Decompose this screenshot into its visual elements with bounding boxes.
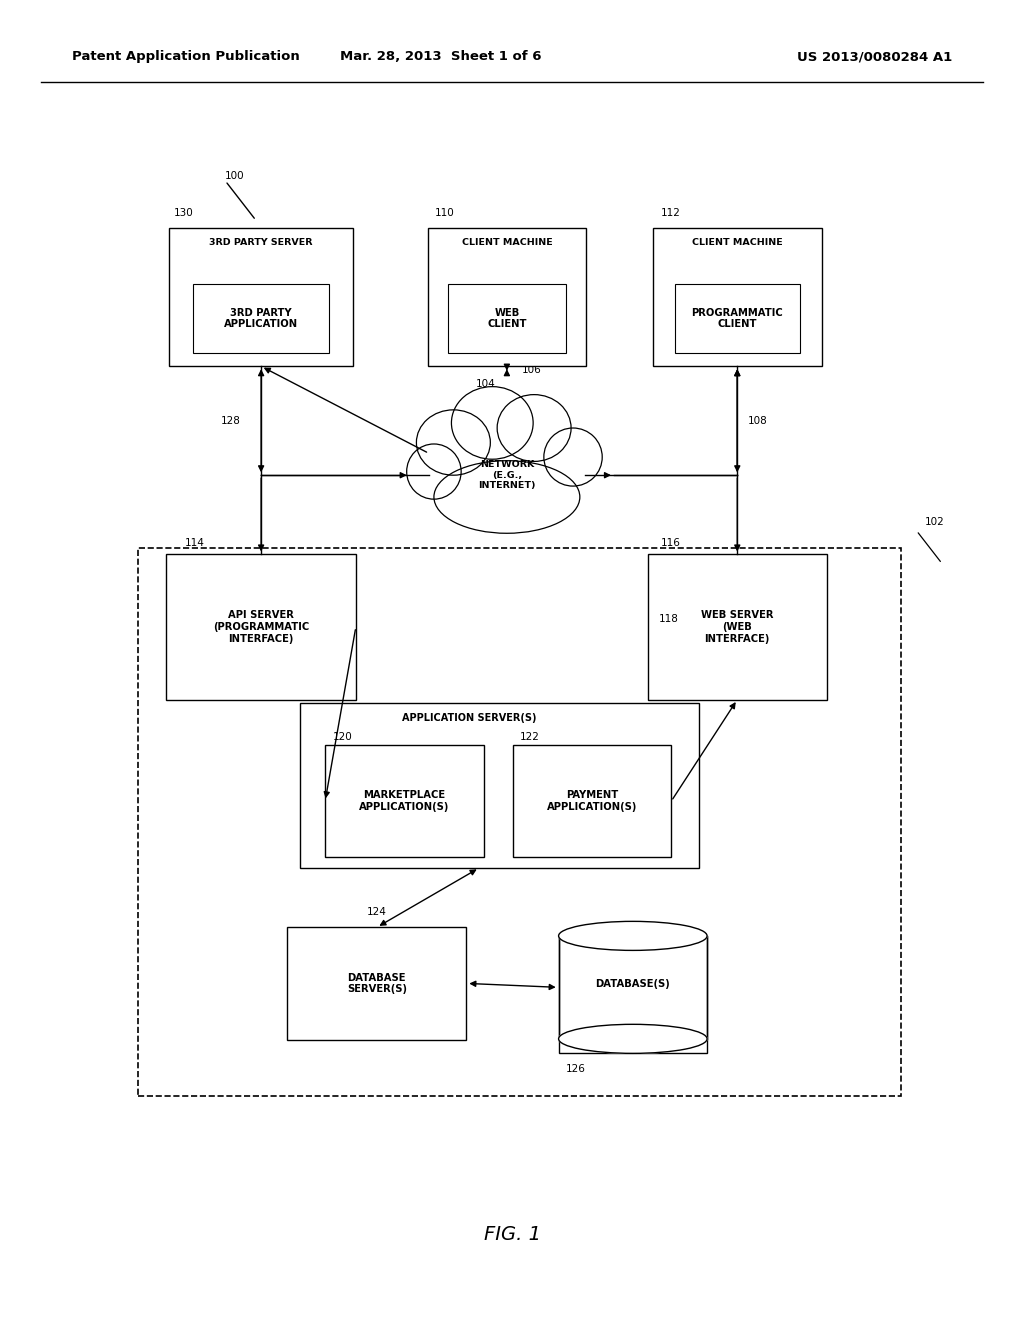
Text: 3RD PARTY
APPLICATION: 3RD PARTY APPLICATION bbox=[224, 308, 298, 329]
Text: 122: 122 bbox=[520, 731, 540, 742]
Text: 128: 128 bbox=[221, 416, 241, 426]
Text: 3RD PARTY SERVER: 3RD PARTY SERVER bbox=[209, 238, 313, 247]
Text: FIG. 1: FIG. 1 bbox=[483, 1225, 541, 1243]
Text: WEB
CLIENT: WEB CLIENT bbox=[487, 308, 526, 329]
Text: NETWORK
(E.G.,
INTERNET): NETWORK (E.G., INTERNET) bbox=[478, 461, 536, 490]
Text: 112: 112 bbox=[660, 207, 680, 218]
Text: 124: 124 bbox=[367, 907, 386, 917]
Text: API SERVER
(PROGRAMMATIC
INTERFACE): API SERVER (PROGRAMMATIC INTERFACE) bbox=[213, 610, 309, 644]
Text: 114: 114 bbox=[184, 537, 204, 548]
FancyBboxPatch shape bbox=[512, 744, 672, 858]
Text: 130: 130 bbox=[174, 207, 194, 218]
Text: 116: 116 bbox=[660, 537, 680, 548]
Text: Mar. 28, 2013  Sheet 1 of 6: Mar. 28, 2013 Sheet 1 of 6 bbox=[340, 50, 541, 63]
Ellipse shape bbox=[559, 921, 707, 950]
Text: MARKETPLACE
APPLICATION(S): MARKETPLACE APPLICATION(S) bbox=[359, 791, 450, 812]
Ellipse shape bbox=[434, 461, 580, 533]
Text: 126: 126 bbox=[566, 1064, 586, 1074]
Text: 106: 106 bbox=[522, 364, 542, 375]
FancyBboxPatch shape bbox=[647, 554, 826, 700]
Ellipse shape bbox=[417, 409, 490, 475]
FancyBboxPatch shape bbox=[138, 548, 901, 1096]
FancyBboxPatch shape bbox=[326, 744, 484, 858]
Ellipse shape bbox=[497, 395, 571, 462]
FancyBboxPatch shape bbox=[300, 702, 699, 869]
Text: PAYMENT
APPLICATION(S): PAYMENT APPLICATION(S) bbox=[547, 791, 637, 812]
FancyBboxPatch shape bbox=[559, 936, 707, 1053]
Text: Patent Application Publication: Patent Application Publication bbox=[72, 50, 299, 63]
FancyBboxPatch shape bbox=[166, 554, 356, 700]
FancyBboxPatch shape bbox=[675, 284, 800, 352]
FancyBboxPatch shape bbox=[449, 284, 565, 352]
Ellipse shape bbox=[452, 387, 534, 459]
Text: PROGRAMMATIC
CLIENT: PROGRAMMATIC CLIENT bbox=[691, 308, 783, 329]
Ellipse shape bbox=[407, 444, 461, 499]
Text: DATABASE
SERVER(S): DATABASE SERVER(S) bbox=[347, 973, 407, 994]
Text: CLIENT MACHINE: CLIENT MACHINE bbox=[462, 238, 552, 247]
Ellipse shape bbox=[559, 1024, 707, 1053]
FancyBboxPatch shape bbox=[287, 927, 466, 1040]
Ellipse shape bbox=[434, 461, 580, 533]
Text: 120: 120 bbox=[333, 731, 352, 742]
Ellipse shape bbox=[544, 428, 602, 486]
Text: WEB SERVER
(WEB
INTERFACE): WEB SERVER (WEB INTERFACE) bbox=[701, 610, 773, 644]
Text: 110: 110 bbox=[435, 207, 455, 218]
Text: 100: 100 bbox=[225, 170, 245, 181]
FancyBboxPatch shape bbox=[428, 227, 586, 366]
FancyBboxPatch shape bbox=[193, 284, 330, 352]
FancyBboxPatch shape bbox=[169, 227, 353, 366]
Text: CLIENT MACHINE: CLIENT MACHINE bbox=[692, 238, 782, 247]
Text: APPLICATION SERVER(S): APPLICATION SERVER(S) bbox=[401, 713, 537, 723]
Text: 102: 102 bbox=[925, 516, 944, 527]
Text: US 2013/0080284 A1: US 2013/0080284 A1 bbox=[797, 50, 952, 63]
Text: 104: 104 bbox=[476, 379, 496, 389]
FancyBboxPatch shape bbox=[653, 227, 821, 366]
Text: 108: 108 bbox=[748, 416, 767, 426]
Text: DATABASE(S): DATABASE(S) bbox=[596, 979, 670, 990]
Ellipse shape bbox=[410, 417, 604, 533]
Text: 118: 118 bbox=[658, 614, 678, 624]
